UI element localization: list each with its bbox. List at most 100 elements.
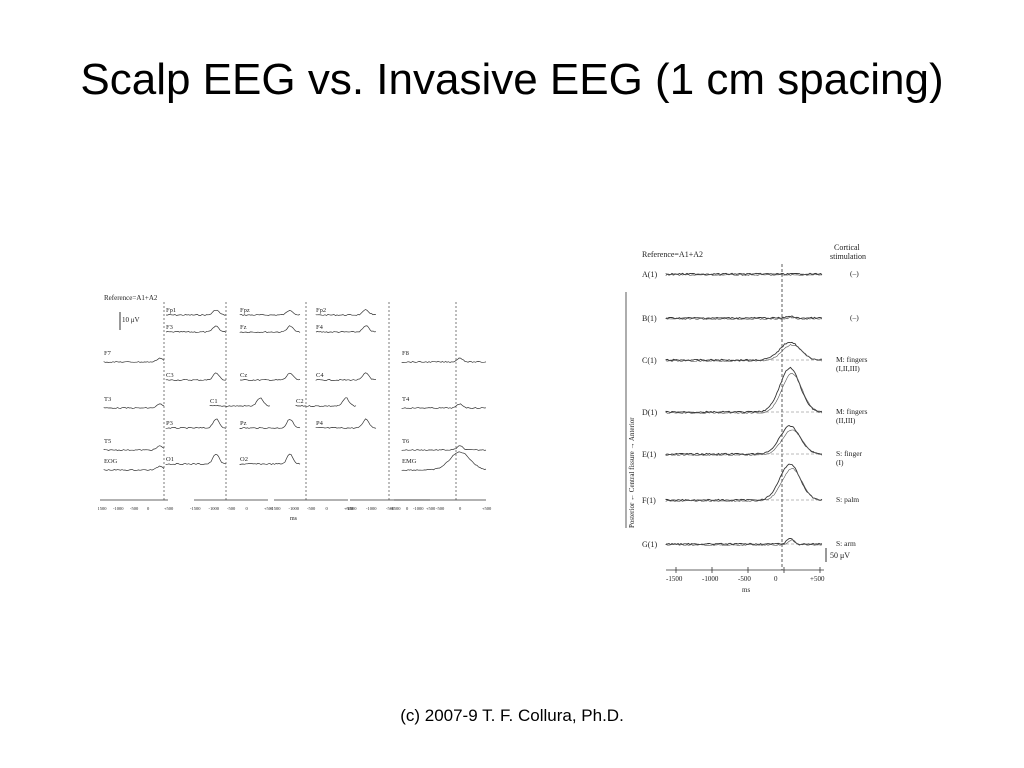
scalp-trace [239, 372, 301, 381]
scalp-trace [239, 310, 301, 316]
slide-footer: (c) 2007-9 T. F. Collura, Ph.D. [400, 706, 624, 725]
scalp-tick-label: 0 [406, 506, 409, 511]
scalp-tick-label: 0 [326, 506, 329, 511]
scalp-reference-label: Reference=A1+A2 [104, 294, 158, 302]
invasive-tick-label: -1000 [702, 575, 719, 583]
scalp-channel-label: C3 [166, 372, 174, 379]
invasive-channel-label: G(1) [642, 540, 657, 549]
invasive-trace [665, 315, 823, 320]
stim-header-line2: stimulation [830, 252, 866, 261]
invasive-trace-overlay [665, 468, 823, 502]
invasive-time-axis: -1500 -1000 -500 0 +500 [666, 567, 825, 583]
scalp-tick-label: -500 [386, 506, 395, 511]
scalp-tick-label: +500 [482, 506, 492, 511]
invasive-trace [665, 272, 823, 276]
invasive-stim-label: M: fingers (I,II,III) [836, 355, 868, 373]
scalp-trace [103, 445, 165, 451]
scalp-channel-label: P3 [166, 420, 173, 427]
invasive-tick-label: -1500 [666, 575, 683, 583]
scalp-tick-label: 0 [246, 506, 249, 511]
invasive-stim-label: S: palm [836, 495, 859, 504]
scalp-eeg-figure: Reference=A1+A2 10 μV Fp1 Fpz Fp2 F3 Fz F4 C3 C… [98, 294, 492, 522]
scalp-trace [239, 453, 301, 466]
scalp-left-label: F7 [104, 350, 112, 357]
scalp-channel-label: Pz [240, 420, 247, 427]
scalp-right-label: F8 [402, 350, 409, 357]
scalp-trace [165, 372, 227, 381]
invasive-trace [665, 366, 823, 414]
invasive-trace [665, 341, 822, 362]
scalp-trace [315, 309, 377, 317]
scalp-channel-label: Fp1 [166, 307, 176, 314]
invasive-stim-label: S: finger (I) [836, 449, 863, 467]
invasive-tick-label: -500 [738, 575, 751, 583]
invasive-stim-label: M: fingers (II,III) [836, 407, 868, 425]
scalp-right-label: T6 [402, 438, 410, 445]
stim-line: M: fingers [836, 355, 868, 364]
scalp-tick-label: -1000 [289, 506, 300, 511]
invasive-trace-overlay [665, 344, 823, 362]
scalp-trace [315, 372, 377, 381]
scalp-tick-label: 0 [459, 506, 462, 511]
invasive-channel-label: B(1) [642, 314, 657, 323]
stim-line: S: finger [836, 449, 863, 458]
scalp-trace [401, 451, 487, 471]
scalp-tick-label: -1500 [390, 506, 401, 511]
scalp-trace [401, 445, 487, 451]
scalp-channel-label: C2 [296, 398, 304, 405]
scalp-trace [295, 397, 357, 407]
invasive-tick-label: +500 [810, 575, 825, 583]
slide-title: Scalp EEG vs. Invasive EEG (1 cm spacing… [80, 55, 944, 104]
scalp-tick-label: -500 [130, 506, 139, 511]
invasive-channel-label: F(1) [642, 496, 656, 505]
scalp-tick-label: +500 [264, 506, 274, 511]
invasive-stim-label: (–) [850, 269, 859, 278]
invasive-trace-overlay [665, 429, 823, 456]
scalp-tick-label: -1000 [113, 506, 124, 511]
invasive-channel-label: C(1) [642, 356, 657, 365]
scalp-right-label: T4 [402, 396, 410, 403]
scalp-trace [401, 403, 487, 409]
invasive-reference-label: Reference=A1+A2 [642, 250, 703, 259]
scalp-tick-label: +500 [344, 506, 354, 511]
invasive-channel-label: D(1) [642, 408, 657, 417]
invasive-trace [665, 424, 822, 456]
invasive-tick-label: 0 [774, 575, 778, 583]
invasive-channel-label: E(1) [642, 450, 657, 459]
scalp-left-label: T3 [104, 396, 111, 403]
invasive-trace-overlay [665, 539, 823, 546]
scalp-channel-label: Cz [240, 372, 247, 379]
scalp-tick-label: +500 [164, 506, 174, 511]
scalp-trace [165, 309, 227, 316]
scalp-channel-label: Fpz [240, 307, 250, 314]
scalp-scale-label: 10 μV [122, 316, 140, 324]
scalp-trace [209, 397, 271, 407]
scalp-tick-label: -500 [307, 506, 316, 511]
scalp-trace [401, 357, 487, 363]
invasive-eeg-figure: Reference=A1+A2 Cortical stimulation Pos… [625, 243, 868, 594]
scalp-trace [165, 454, 227, 465]
scalp-tick-label: -500 [227, 506, 236, 511]
scalp-unit-label: ms [290, 516, 298, 522]
scalp-channel-label: C1 [210, 398, 218, 405]
invasive-channel-label: A(1) [642, 270, 657, 279]
invasive-stim-header: Cortical stimulation [830, 243, 866, 261]
invasive-trace-overlay [665, 274, 823, 276]
scalp-trace [239, 325, 301, 333]
invasive-trace-overlay [665, 316, 823, 320]
scalp-tick-label: -1500 [190, 506, 201, 511]
scalp-channel-label: O1 [166, 456, 174, 463]
scalp-trace [315, 325, 377, 333]
scalp-trace [103, 465, 165, 471]
stim-header-line1: Cortical [834, 243, 861, 252]
stim-line: (II,III) [836, 416, 856, 425]
scalp-left-label: T5 [104, 438, 111, 445]
stim-line: (I) [836, 458, 844, 467]
scalp-trace [165, 325, 227, 333]
scalp-channel-label: F3 [166, 324, 173, 331]
scalp-channel-label: Fz [240, 324, 247, 331]
scalp-channel-label: O2 [240, 456, 248, 463]
scalp-tick-label: -1500 [98, 506, 107, 511]
scalp-trace [165, 418, 227, 430]
invasive-unit-label: ms [742, 586, 750, 594]
